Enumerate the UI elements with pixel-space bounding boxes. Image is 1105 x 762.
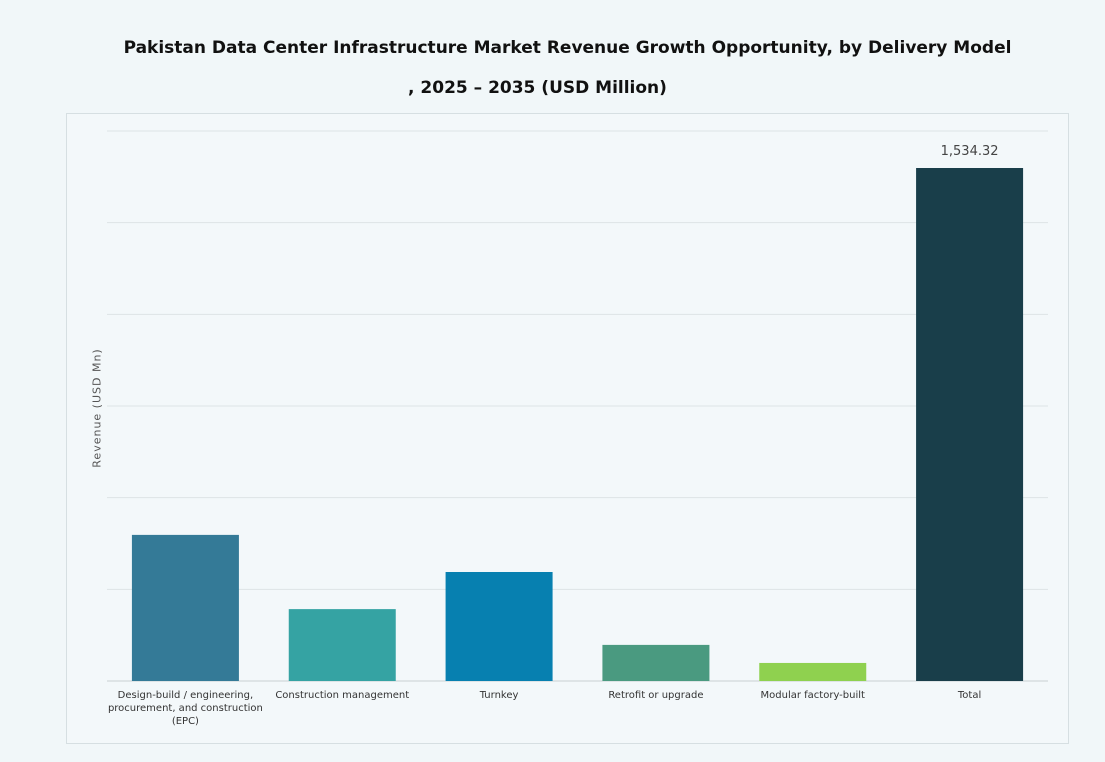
bar: [445, 572, 553, 681]
chart-subtitle: , 2025 – 2035 (USD Million): [408, 78, 667, 98]
data-label: 1,534.32: [940, 144, 999, 159]
x-tick-label: Turnkey: [479, 690, 519, 701]
bar: [288, 609, 396, 681]
y-axis-label: Revenue (USD Mn): [90, 348, 104, 468]
x-tick-label: Modular factory-built: [760, 690, 865, 701]
bar: [759, 662, 867, 681]
chart-title: Pakistan Data Center Infrastructure Mark…: [123, 38, 1012, 58]
x-tick-label: Total: [957, 690, 982, 701]
x-tick-label: Retrofit or upgrade: [608, 690, 704, 701]
bar: [131, 534, 239, 681]
x-tick-label: Design-build / engineering, procurement,…: [107, 690, 263, 727]
bar: [602, 644, 710, 681]
bar: [916, 168, 1024, 681]
x-tick-label: Construction management: [275, 690, 410, 701]
